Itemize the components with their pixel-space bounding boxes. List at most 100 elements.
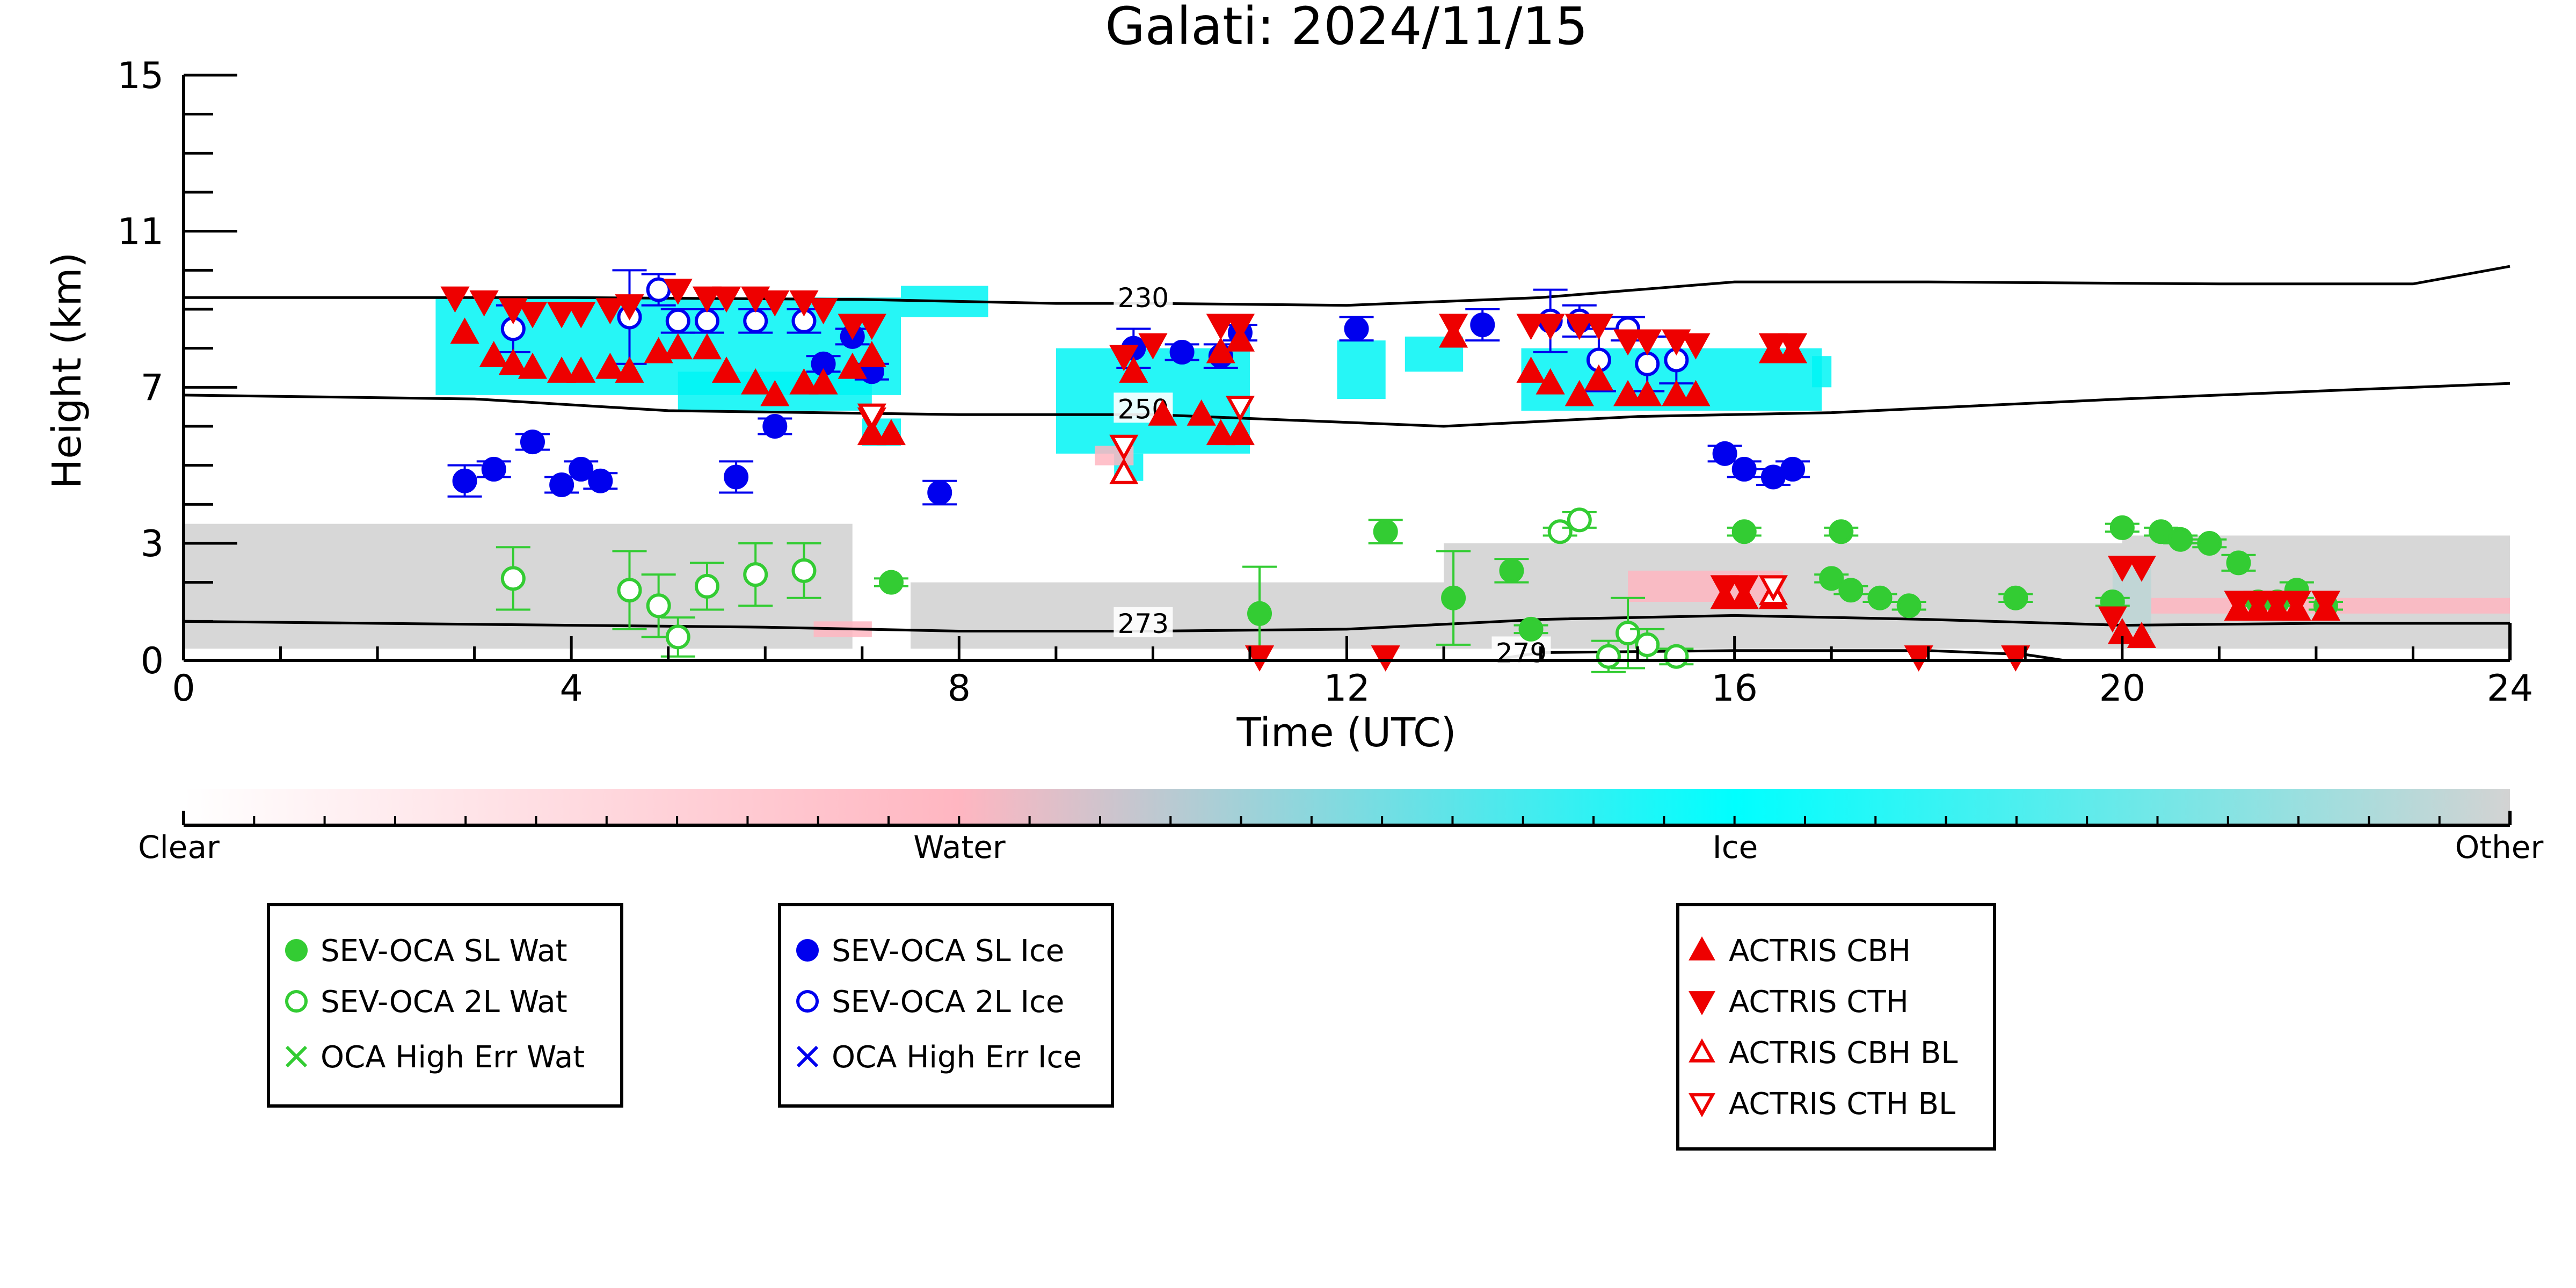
legend-water-markers (285, 939, 308, 1068)
marker-actris-cth-34 (1729, 575, 1759, 602)
marker-actris-cbh-29 (1536, 368, 1565, 395)
marker-actris-cth-bl-0 (857, 403, 886, 430)
legend-label-cth-bl: ACTRIS CTH BL (1729, 1087, 1955, 1122)
marker-actris-cbh-7 (615, 356, 644, 383)
marker-sev-oca-sl-wat-1 (1247, 601, 1272, 626)
marker-actris-cbh-17 (857, 341, 886, 367)
marker-actris-cth-41 (2311, 591, 2341, 617)
marker-sev-oca-sl-ice-21 (1780, 456, 1805, 482)
legend-marker-actris-cth (1689, 991, 1715, 1015)
marker-sev-oca-sl-wat-16 (2168, 527, 2193, 552)
marker-actris-cth-36 (2127, 556, 2157, 582)
chart-title: Galati: 2024/11/15 (1105, 0, 1588, 56)
marker-sev-oca-2l-wat-9 (1596, 644, 1621, 669)
marker-actris-cbh-31 (1584, 364, 1614, 391)
marker-actris-cbh-4 (547, 356, 577, 383)
colorbar-ticks (183, 816, 2511, 825)
marker-actris-cbh-15 (809, 368, 838, 395)
x-tick-label-8: 8 (948, 667, 971, 710)
marker-sev-oca-2l-wat-11 (1635, 632, 1660, 657)
legend-label-2l-ice: SEV-OCA 2L Ice (832, 985, 1064, 1020)
marker-sev-oca-sl-wat-17 (2197, 531, 2222, 556)
marker-sev-oca-2l-ice-11 (1635, 351, 1660, 376)
marker-sev-oca-2l-wat-7 (1547, 519, 1573, 544)
marker-sev-oca-sl-ice-2 (520, 430, 545, 455)
isotherm-label-bg-273 (1114, 607, 1173, 637)
x-tick-label-12: 12 (1323, 667, 1370, 710)
marker-actris-cbh-21 (1148, 399, 1177, 426)
marker-actris-cth-46 (2098, 606, 2127, 633)
legend-marker-sev-oca-2l-ice (796, 990, 819, 1013)
cloud-mask-other-12 (911, 582, 1444, 649)
legend-water: SEV-OCA SL Wat SEV-OCA 2L Wat OCA High E… (267, 903, 623, 1108)
marker-actris-cth-44 (1904, 645, 1933, 672)
marker-actris-cbh-11 (711, 356, 741, 383)
marker-sev-oca-sl-wat-12 (2003, 585, 2028, 610)
marker-actris-cth-39 (2262, 591, 2292, 617)
legend-actris-markers (1689, 936, 1715, 1117)
marker-actris-cth-11 (741, 286, 770, 313)
marker-actris-cbh-6 (595, 352, 625, 379)
marker-actris-cth-bl-1 (1109, 434, 1139, 461)
marker-actris-cbh-12 (741, 368, 770, 395)
marker-sev-oca-sl-ice-5 (588, 468, 613, 493)
marker-sev-oca-2l-wat-3 (665, 624, 690, 650)
marker-actris-cth-20 (1206, 314, 1235, 340)
marker-sev-oca-sl-ice-13 (1169, 339, 1195, 365)
isotherm-line-250 (183, 382, 2510, 428)
marker-actris-cbh-30 (1564, 380, 1594, 406)
marker-sev-oca-sl-wat-2 (1373, 519, 1398, 544)
marker-actris-cbh-42 (2127, 622, 2157, 648)
marker-actris-cbh-14 (789, 368, 819, 395)
marker-actris-cth-22 (1439, 314, 1468, 340)
isotherm-label-bg-230 (1114, 281, 1173, 312)
legend-label-sl-ice: SEV-OCA SL Ice (832, 934, 1064, 969)
marker-actris-cth-12 (760, 290, 790, 317)
x-tick-label-16: 16 (1711, 667, 1758, 710)
legend-label-2l-wat: SEV-OCA 2L Wat (321, 985, 567, 1020)
marker-actris-cbh-2 (498, 348, 528, 375)
marker-sev-oca-sl-wat-9 (1838, 578, 1864, 603)
legend-label-sl-wat: SEV-OCA SL Wat (321, 934, 567, 969)
legend-label-cth: ACTRIS CTH (1729, 985, 1909, 1020)
legend-marker-actris-cth-bl (1689, 1093, 1715, 1117)
marker-actris-cbh-9 (663, 333, 693, 360)
legend-marker-actris-cbh-bl (1689, 1038, 1715, 1063)
marker-sev-oca-sl-wat-8 (1819, 566, 1844, 591)
y-axis-label: Height (km) (44, 252, 90, 489)
marker-sev-oca-sl-ice-1 (481, 456, 506, 482)
x-tick-label-0: 0 (172, 667, 195, 710)
marker-actris-cth-27 (1613, 329, 1643, 356)
legend-water-box (267, 903, 623, 1108)
marker-actris-cth-8 (663, 279, 693, 305)
marker-sev-oca-sl-wat-14 (2109, 515, 2135, 540)
marker-actris-cth-24 (1536, 314, 1565, 340)
marker-actris-cth-9 (692, 286, 722, 313)
colorbar-label-other: Other (2455, 829, 2544, 865)
isotherm-label-279: 279 (1496, 637, 1547, 668)
marker-actris-cbh-19 (876, 419, 906, 446)
marker-sev-oca-sl-wat-4 (1499, 558, 1524, 583)
legend-ice-markers (796, 939, 819, 1068)
marker-actris-cth-38 (2243, 591, 2273, 617)
marker-actris-cth-15 (838, 314, 867, 340)
marker-actris-cth-28 (1633, 329, 1662, 356)
marker-actris-cth-26 (1584, 314, 1614, 340)
marker-actris-cth-25 (1564, 314, 1594, 340)
x-tick-label-20: 20 (2099, 667, 2146, 710)
marker-sev-oca-sl-ice-0 (452, 468, 477, 493)
marker-sev-oca-sl-ice-7 (762, 414, 788, 439)
marker-sev-oca-sl-ice-4 (569, 456, 594, 482)
marker-actris-cth-18 (1109, 345, 1139, 372)
marker-actris-cbh-8 (644, 337, 673, 363)
legend-marker-actris-cbh (1689, 936, 1715, 960)
marker-actris-cth-37 (2224, 591, 2253, 617)
legend-ice: SEV-OCA SL Ice SEV-OCA 2L Ice OCA High E… (778, 903, 1114, 1108)
marker-actris-cbh-35 (1681, 380, 1711, 406)
marker-actris-cth-4 (547, 302, 577, 329)
isotherm-label-273: 273 (1118, 608, 1169, 639)
marker-sev-oca-sl-ice-19 (1731, 456, 1757, 482)
cloud-mask-ice-6 (1337, 340, 1386, 399)
